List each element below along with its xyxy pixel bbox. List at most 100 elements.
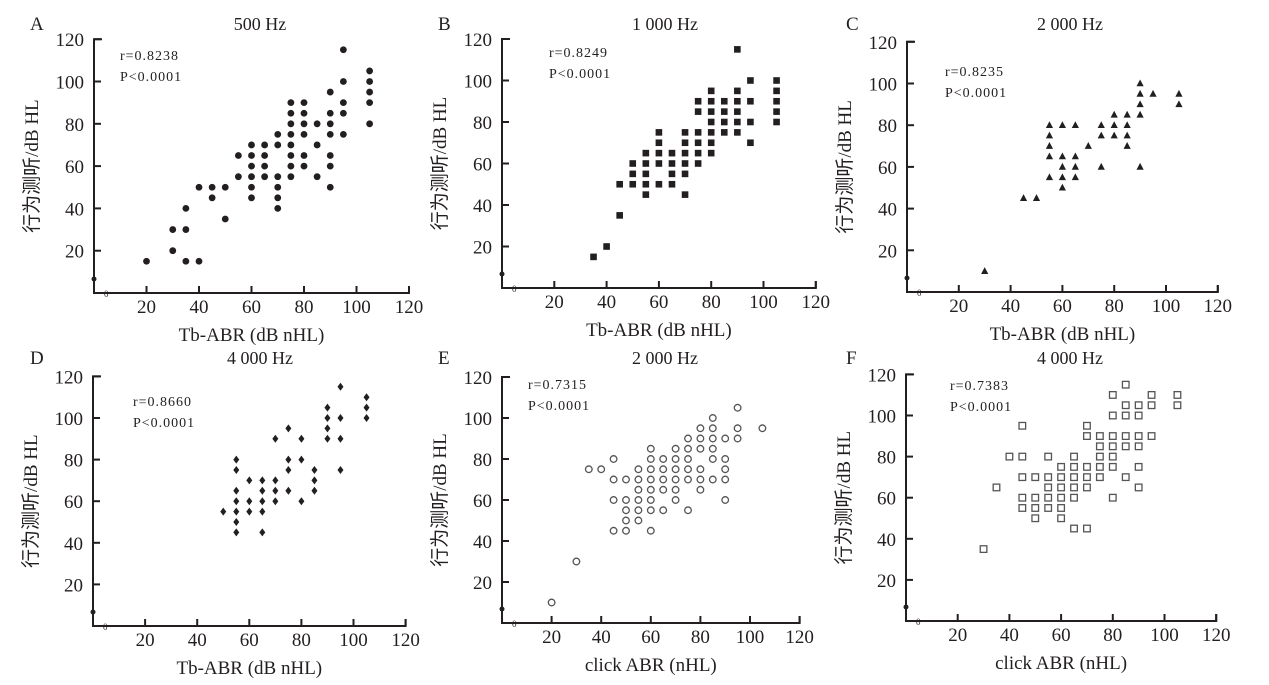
origin-label: 0	[512, 284, 517, 294]
data-point	[324, 414, 331, 422]
data-point	[1095, 442, 1104, 451]
data-point	[261, 152, 269, 159]
data-point	[259, 507, 266, 516]
data-point	[246, 507, 253, 516]
data-point	[721, 434, 730, 443]
data-point	[221, 215, 229, 223]
data-point	[642, 191, 650, 198]
data-point	[233, 507, 240, 516]
y-tick-label: 100	[869, 75, 898, 96]
data-point	[1045, 173, 1054, 181]
y-tick-label: 100	[464, 72, 493, 93]
data-point	[326, 183, 334, 191]
data-point	[1108, 411, 1117, 420]
data-point	[734, 87, 741, 95]
data-point	[1005, 452, 1014, 461]
data-point	[337, 466, 344, 474]
data-point	[1173, 390, 1182, 399]
data-point	[671, 485, 680, 494]
data-point	[684, 506, 692, 515]
data-point	[590, 253, 597, 261]
data-point	[616, 180, 623, 188]
data-point	[1044, 473, 1053, 482]
data-point	[1057, 462, 1066, 471]
data-point	[1097, 131, 1105, 139]
data-point	[326, 152, 334, 159]
x-tick-label: 40	[592, 627, 611, 648]
data-point	[337, 414, 344, 422]
data-point	[1121, 401, 1130, 410]
data-point	[707, 108, 715, 115]
data-point	[646, 465, 655, 474]
data-point	[233, 518, 240, 526]
data-point	[773, 77, 780, 84]
data-point	[1071, 121, 1079, 128]
data-point	[195, 183, 203, 191]
data-point	[622, 516, 630, 525]
data-point	[659, 475, 668, 484]
data-point	[659, 455, 668, 463]
y-tick-label: 20	[473, 573, 492, 594]
x-tick-label: 60	[1052, 625, 1071, 646]
x-axis-label: Tb-ABR (dB nHL)	[176, 658, 322, 679]
data-point	[981, 267, 989, 274]
data-point	[684, 434, 692, 443]
data-point	[720, 97, 728, 105]
data-point	[1097, 162, 1105, 170]
data-point	[143, 257, 150, 265]
data-point	[366, 88, 374, 96]
data-point	[248, 183, 255, 191]
data-point	[1121, 473, 1130, 482]
y-tick-label: 80	[473, 113, 492, 134]
data-point	[671, 475, 680, 484]
data-point	[1018, 504, 1027, 512]
y-tick-label: 100	[55, 409, 84, 430]
data-point	[1032, 194, 1041, 201]
data-point	[1070, 483, 1078, 492]
data-point	[233, 486, 240, 495]
data-point	[1057, 514, 1066, 523]
y-tick-label: 120	[869, 33, 898, 54]
data-point	[646, 475, 655, 484]
data-point	[221, 183, 229, 191]
data-point	[248, 162, 255, 170]
data-point	[274, 194, 282, 202]
stat-r: r=0.7383	[950, 379, 1009, 394]
data-point	[747, 97, 754, 105]
x-tick-label: 120	[391, 630, 420, 651]
y-tick-label: 80	[878, 116, 897, 137]
data-point	[324, 424, 331, 433]
data-point	[339, 46, 347, 54]
x-tick-label: 100	[1150, 625, 1179, 646]
data-point	[1136, 100, 1144, 108]
data-point	[659, 506, 668, 515]
data-point	[1095, 452, 1104, 461]
data-point	[274, 205, 282, 212]
data-point	[326, 109, 334, 117]
x-tick-label: 120	[785, 627, 814, 648]
data-point	[1019, 194, 1028, 201]
data-point	[182, 226, 190, 233]
data-point	[261, 173, 269, 181]
y-tick-label: 80	[473, 450, 492, 471]
data-point	[659, 485, 668, 494]
data-point	[1134, 442, 1143, 451]
data-point	[655, 139, 663, 147]
data-point	[1136, 110, 1144, 118]
data-point	[1121, 442, 1130, 451]
data-point	[339, 130, 347, 138]
data-point	[233, 466, 240, 474]
data-point	[274, 183, 282, 191]
data-point	[1083, 462, 1091, 471]
data-point	[696, 434, 705, 443]
stat-p: P<0.0001	[549, 67, 611, 82]
data-point	[773, 97, 780, 105]
panel-letter: E	[438, 348, 450, 369]
data-point	[992, 483, 1001, 492]
data-point	[246, 476, 253, 485]
y-tick-label: 20	[877, 571, 896, 592]
data-point	[708, 434, 717, 443]
x-tick-label: 80	[295, 297, 314, 318]
data-point	[1057, 504, 1066, 512]
data-point	[655, 180, 663, 188]
